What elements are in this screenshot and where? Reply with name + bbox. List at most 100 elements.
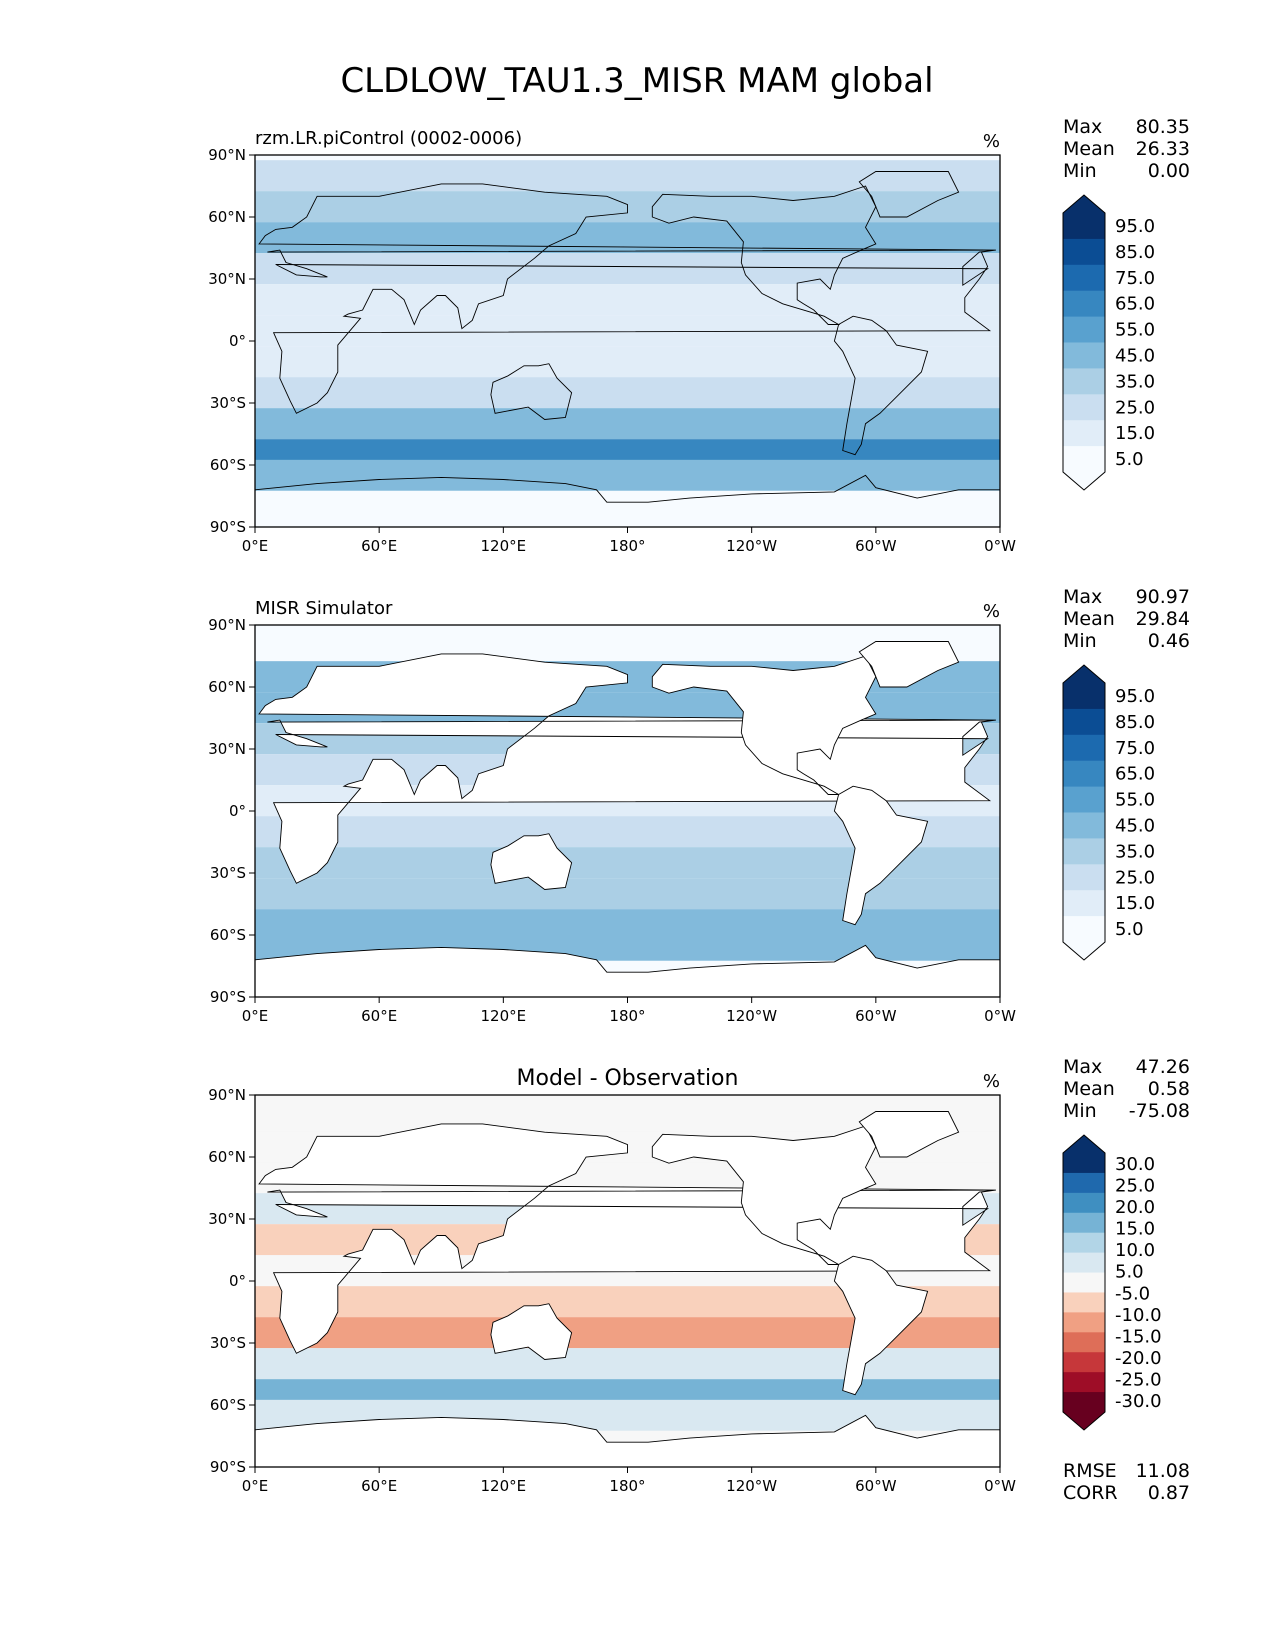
stat-label: Max: [1063, 586, 1102, 608]
colorbar-extend-max: [1063, 665, 1105, 683]
stat-label: Min: [1063, 1100, 1097, 1122]
stat-value: 29.84: [1136, 608, 1190, 630]
zone-cell: [255, 222, 1000, 254]
stat-value: 0.58: [1148, 1078, 1190, 1100]
footer-stat-label: RMSE: [1063, 1460, 1117, 1482]
stat-label: Min: [1063, 160, 1097, 182]
colorbar-bin: [1063, 342, 1105, 369]
stat-label: Max: [1063, 116, 1102, 138]
zone-cell: [255, 1348, 1000, 1380]
zone-cell: [255, 253, 1000, 285]
colorbar-tick-label: 55.0: [1115, 320, 1155, 341]
stat-label: Min: [1063, 630, 1097, 652]
colorbar-extend-max: [1063, 1135, 1105, 1153]
zone-cell: [255, 377, 1000, 409]
colorbar-bin: [1063, 1312, 1105, 1333]
y-tick-label: 90°S: [210, 1458, 246, 1476]
colorbar-extend-max: [1063, 195, 1105, 213]
y-tick-label: 30°N: [208, 740, 246, 758]
colorbar-tick-label: 45.0: [1115, 815, 1155, 836]
colorbar-tick-label: 95.0: [1115, 216, 1155, 237]
colorbar-bin: [1063, 683, 1105, 710]
land-outline: [833, 785, 929, 926]
colorbar-tick-label: 75.0: [1115, 738, 1155, 759]
units-label: %: [983, 601, 1000, 622]
land-outline: [651, 1125, 877, 1265]
footer-stat-value: 0.87: [1148, 1482, 1190, 1504]
colorbar-tick-label: 25.0: [1115, 867, 1155, 888]
land-outline: [858, 171, 960, 218]
x-tick-label: 60°W: [855, 1477, 897, 1495]
land-outline: [255, 944, 1000, 997]
x-tick-label: 180°: [609, 1007, 645, 1025]
colorbar-tick-label: 30.0: [1115, 1154, 1155, 1175]
colorbar-bin: [1063, 1172, 1105, 1194]
x-tick-label: 180°: [609, 1477, 645, 1495]
zone-cell: [255, 284, 1000, 316]
x-tick-label: 120°W: [726, 537, 777, 555]
colorbar: 30.025.020.015.010.05.0-5.0-10.0-15.0-20…: [1062, 1134, 1162, 1431]
x-tick-label: 60°E: [361, 537, 397, 555]
colorbar-bin: [1063, 1372, 1105, 1393]
colorbar-bin: [1063, 316, 1105, 343]
colorbar-bin: [1063, 1352, 1105, 1373]
y-tick-label: 60°S: [210, 456, 246, 474]
colorbar-tick-label: 45.0: [1115, 345, 1155, 366]
colorbar-bin: [1063, 838, 1105, 865]
figure-title: CLDLOW_TAU1.3_MISR MAM global: [340, 61, 933, 101]
colorbar-bin: [1063, 916, 1105, 943]
panel-2: 0°E 60°E 120°E 180° 120°W 60°W 0°W 90°N 60°N 30°N…: [208, 586, 1190, 1025]
stat-value: 0.46: [1148, 630, 1190, 652]
x-tick-label: 60°E: [361, 1477, 397, 1495]
colorbar-bin: [1063, 864, 1105, 891]
land-outline: [258, 183, 996, 414]
land-outline: [490, 363, 573, 420]
x-tick-label: 0°E: [242, 1007, 269, 1025]
footer-stat-value: 11.08: [1136, 1460, 1190, 1482]
x-tick-label: 0°W: [984, 537, 1016, 555]
colorbar-tick-label: 5.0: [1115, 1262, 1144, 1283]
x-tick-label: 60°W: [855, 537, 897, 555]
land-outline: [833, 1255, 929, 1396]
zone-cell: [255, 490, 1000, 522]
colorbar-tick-label: 15.0: [1115, 893, 1155, 914]
y-tick-label: 30°N: [208, 1210, 246, 1228]
land-outline: [833, 315, 929, 456]
colorbar-tick-label: -10.0: [1115, 1305, 1162, 1326]
y-tick-label: 90°N: [208, 146, 246, 164]
colorbar-bin: [1063, 213, 1105, 240]
x-tick-label: 60°E: [361, 1007, 397, 1025]
colorbar-bin: [1063, 812, 1105, 839]
colorbar-tick-label: -15.0: [1115, 1326, 1162, 1347]
colorbar-tick-label: 75.0: [1115, 268, 1155, 289]
colorbar-bin: [1063, 786, 1105, 813]
zone-cell: [255, 346, 1000, 378]
panel-1: 0°E 60°E 120°E 180° 120°W 60°W 0°W 90°N 60°N 30°N…: [208, 116, 1190, 555]
land-outline: [651, 655, 877, 795]
colorbar-bin: [1063, 420, 1105, 447]
y-tick-label: 60°S: [210, 1396, 246, 1414]
units-label: %: [983, 1071, 1000, 1092]
colorbar-tick-label: 95.0: [1115, 686, 1155, 707]
colorbar-extend-min: [1063, 942, 1105, 960]
colorbar-bin: [1063, 1252, 1105, 1274]
colorbar-tick-label: 35.0: [1115, 841, 1155, 862]
y-tick-label: 90°N: [208, 616, 246, 634]
colorbar-tick-label: -5.0: [1115, 1283, 1150, 1304]
x-tick-label: 120°E: [481, 1477, 527, 1495]
stat-label: Mean: [1063, 1078, 1115, 1100]
colorbar-tick-label: 85.0: [1115, 712, 1155, 733]
zone-cell: [255, 459, 1000, 491]
stat-value: 26.33: [1136, 138, 1190, 160]
y-tick-label: 30°S: [210, 864, 246, 882]
x-tick-label: 120°W: [726, 1007, 777, 1025]
colorbar-bin: [1063, 1272, 1105, 1293]
y-tick-label: 0°: [229, 802, 246, 820]
y-tick-label: 30°N: [208, 270, 246, 288]
data-field: [255, 155, 1000, 527]
land-outline: [651, 185, 877, 325]
colorbar-bin: [1063, 290, 1105, 318]
units-label: %: [983, 131, 1000, 152]
colorbar-bin: [1063, 1392, 1105, 1413]
colorbar-tick-label: -30.0: [1115, 1391, 1162, 1412]
